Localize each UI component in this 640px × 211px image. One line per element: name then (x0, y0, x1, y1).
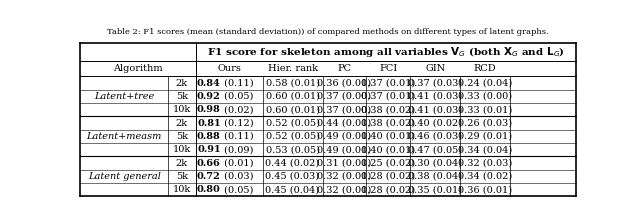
Text: Algorithm: Algorithm (113, 64, 163, 73)
Text: 0.52 (0.05): 0.52 (0.05) (266, 132, 319, 141)
Text: (0.02): (0.02) (221, 105, 253, 114)
Text: 5k: 5k (176, 92, 188, 101)
Text: 0.32 (0.03): 0.32 (0.03) (458, 159, 512, 168)
Text: 0.31 (0.01): 0.31 (0.01) (317, 159, 371, 168)
Text: 0.41 (0.03): 0.41 (0.03) (408, 92, 462, 101)
Text: 0.24 (0.04): 0.24 (0.04) (458, 79, 512, 88)
Text: (0.11): (0.11) (221, 79, 253, 88)
Text: 0.38 (0.02): 0.38 (0.02) (361, 105, 415, 114)
Text: 0.40 (0.01): 0.40 (0.01) (361, 132, 415, 141)
Text: 0.38 (0.02): 0.38 (0.02) (361, 119, 415, 128)
Text: Latent general: Latent general (88, 172, 161, 181)
Text: 0.37 (0.01): 0.37 (0.01) (361, 92, 415, 101)
Text: 0.38 (0.04): 0.38 (0.04) (408, 172, 462, 181)
Text: 0.28 (0.02): 0.28 (0.02) (361, 185, 415, 194)
Text: 0.35 (0.01): 0.35 (0.01) (408, 185, 462, 194)
Text: Ours: Ours (217, 64, 241, 73)
Text: Latent+measm: Latent+measm (86, 132, 162, 141)
Text: 0.53 (0.05): 0.53 (0.05) (266, 145, 319, 154)
Text: 0.25 (0.02): 0.25 (0.02) (361, 159, 415, 168)
Text: 0.45 (0.04): 0.45 (0.04) (266, 185, 319, 194)
Text: 0.45 (0.03): 0.45 (0.03) (266, 172, 319, 181)
Text: 0.41 (0.03): 0.41 (0.03) (408, 105, 462, 114)
Text: 0.84: 0.84 (197, 79, 221, 88)
Text: 10k: 10k (173, 145, 191, 154)
Text: Table 2: F1 scores (mean (standard deviation)) of compared methods on different : Table 2: F1 scores (mean (standard devia… (107, 28, 549, 36)
Text: 0.30 (0.04): 0.30 (0.04) (408, 159, 462, 168)
Text: (0.03): (0.03) (221, 172, 253, 181)
Text: 0.29 (0.01): 0.29 (0.01) (458, 132, 512, 141)
Text: FCI: FCI (379, 64, 397, 73)
Text: 0.92: 0.92 (197, 92, 221, 101)
Text: 0.49 (0.01): 0.49 (0.01) (317, 145, 371, 154)
Text: 0.37 (0.00): 0.37 (0.00) (317, 92, 371, 101)
Text: 0.81: 0.81 (197, 119, 221, 128)
Text: 0.36 (0.01): 0.36 (0.01) (317, 79, 371, 88)
Text: 0.37 (0.01): 0.37 (0.01) (361, 79, 415, 88)
Text: 2k: 2k (176, 159, 188, 168)
Text: 0.33 (0.01): 0.33 (0.01) (458, 105, 512, 114)
Text: 0.40 (0.02): 0.40 (0.02) (408, 119, 462, 128)
Text: 0.47 (0.05): 0.47 (0.05) (408, 145, 462, 154)
Text: 0.32 (0.01): 0.32 (0.01) (317, 172, 371, 181)
Text: 0.34 (0.02): 0.34 (0.02) (458, 172, 512, 181)
Text: RCD: RCD (474, 64, 496, 73)
Text: 0.88: 0.88 (197, 132, 221, 141)
Text: PC: PC (337, 64, 351, 73)
Text: 0.33 (0.00): 0.33 (0.00) (458, 92, 512, 101)
Text: 0.37 (0.03): 0.37 (0.03) (408, 79, 462, 88)
Text: 0.60 (0.01): 0.60 (0.01) (266, 92, 319, 101)
Text: 0.37 (0.00): 0.37 (0.00) (317, 105, 371, 114)
Text: 5k: 5k (176, 132, 188, 141)
Text: 0.66: 0.66 (197, 159, 221, 168)
Text: 0.34 (0.04): 0.34 (0.04) (458, 145, 512, 154)
Text: 0.44 (0.02): 0.44 (0.02) (266, 159, 319, 168)
Text: (0.11): (0.11) (221, 132, 253, 141)
Text: GIN: GIN (425, 64, 445, 73)
Text: 10k: 10k (173, 105, 191, 114)
Text: 0.58 (0.01): 0.58 (0.01) (266, 79, 319, 88)
Text: 5k: 5k (176, 172, 188, 181)
Text: 0.60 (0.01): 0.60 (0.01) (266, 105, 319, 114)
Text: 0.26 (0.03): 0.26 (0.03) (458, 119, 512, 128)
Text: F1 score for skeleton among all variables $\mathbf{V}_G$ (both $\mathbf{X}_G$ an: F1 score for skeleton among all variable… (207, 45, 564, 59)
Text: 10k: 10k (173, 185, 191, 194)
Text: (0.05): (0.05) (221, 185, 253, 194)
Text: 0.91: 0.91 (197, 145, 221, 154)
Text: 0.72: 0.72 (197, 172, 221, 181)
Text: 0.44 (0.01): 0.44 (0.01) (317, 119, 371, 128)
Text: (0.09): (0.09) (221, 145, 253, 154)
Text: 0.49 (0.01): 0.49 (0.01) (317, 132, 371, 141)
Text: (0.05): (0.05) (221, 92, 253, 101)
Text: 0.40 (0.01): 0.40 (0.01) (361, 145, 415, 154)
Text: Latent+tree: Latent+tree (94, 92, 154, 101)
Text: 2k: 2k (176, 119, 188, 128)
Text: (0.12): (0.12) (221, 119, 253, 128)
Text: 0.28 (0.02): 0.28 (0.02) (361, 172, 415, 181)
Text: 0.32 (0.01): 0.32 (0.01) (317, 185, 371, 194)
Text: 0.36 (0.01): 0.36 (0.01) (458, 185, 512, 194)
Text: 0.80: 0.80 (197, 185, 221, 194)
Text: 0.98: 0.98 (197, 105, 221, 114)
Text: Hier. rank: Hier. rank (268, 64, 317, 73)
Text: 2k: 2k (176, 79, 188, 88)
Text: (0.01): (0.01) (221, 159, 253, 168)
Text: 0.52 (0.05): 0.52 (0.05) (266, 119, 319, 128)
Text: 0.46 (0.03): 0.46 (0.03) (408, 132, 462, 141)
